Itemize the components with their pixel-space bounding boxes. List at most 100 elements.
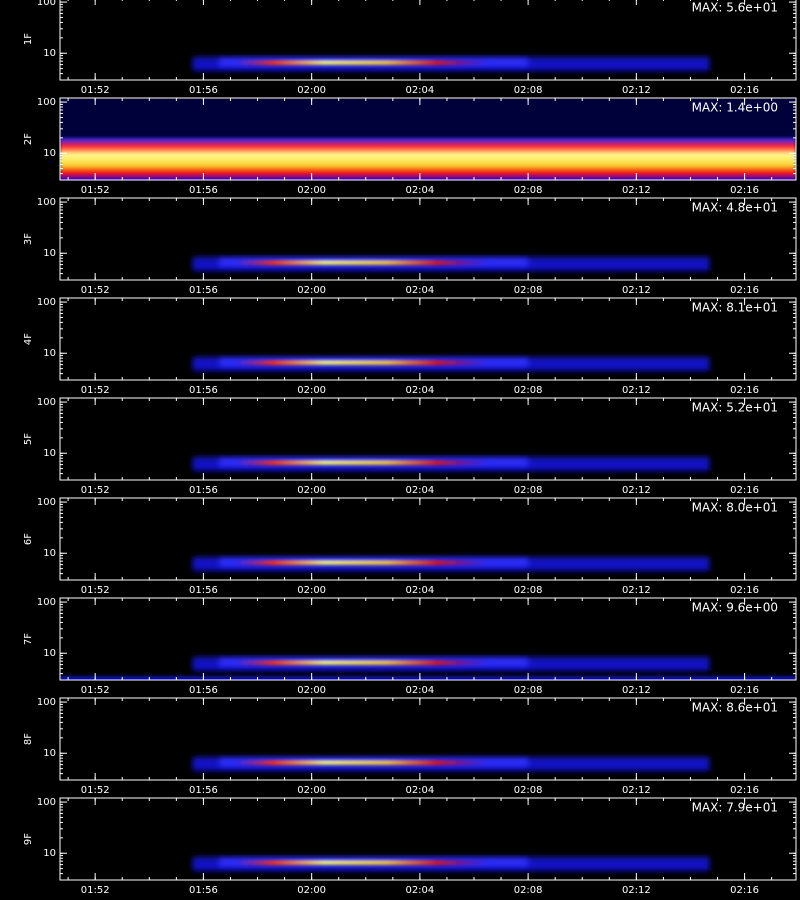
spectrogram-image	[192, 856, 710, 871]
x-tick-label: 02:08	[514, 285, 543, 296]
panel: 01:52 01:56 02:00 02:04 02:08 02:12 02:16 10 100…	[23, 297, 797, 396]
x-tick-label: 02:04	[405, 185, 434, 196]
frame	[59, 797, 797, 881]
x-tick-label: 02:00	[297, 685, 326, 696]
x-tick-label: 01:56	[189, 685, 218, 696]
core	[235, 560, 488, 565]
x-tick-label: 01:56	[189, 85, 218, 96]
spectrogram-image	[192, 356, 710, 371]
x-tick-label: 02:12	[622, 885, 651, 896]
x-tick-label: 02:08	[514, 685, 543, 696]
y-tick-label: 100	[37, 197, 56, 208]
y-tick-label: 10	[43, 848, 56, 859]
x-tick-label: 02:08	[514, 585, 543, 596]
x-tick-label: 02:04	[405, 385, 434, 396]
x-tick-label: 02:00	[297, 385, 326, 396]
x-tick-label: 02:00	[297, 785, 326, 796]
x-tick-label: 02:16	[730, 485, 759, 496]
y-tick-label: 100	[37, 0, 56, 8]
x-tick-label: 01:52	[81, 585, 110, 596]
x-tick-label: 02:04	[405, 585, 434, 596]
x-tick-label: 01:52	[81, 185, 110, 196]
x-tick-label: 02:00	[297, 885, 326, 896]
x-tick-label: 01:56	[189, 785, 218, 796]
max-annotation: MAX: 1.4e+00	[692, 101, 778, 115]
max-annotation: MAX: 4.8e+01	[692, 201, 778, 215]
x-tick-label: 01:56	[189, 385, 218, 396]
y-tick-label: 100	[37, 297, 56, 308]
x-tick-label: 02:16	[730, 785, 759, 796]
x-tick-label: 02:16	[730, 85, 759, 96]
y-axis-label: 7F	[23, 633, 34, 645]
y-tick-label: 10	[43, 548, 56, 559]
core	[235, 760, 488, 765]
core	[235, 60, 488, 65]
y-tick-label: 100	[37, 697, 56, 708]
y-tick-label: 100	[37, 597, 56, 608]
low-band	[60, 675, 796, 680]
panel: 01:52 01:56 02:00 02:04 02:08 02:12 02:16 10 100…	[23, 497, 797, 596]
x-tick-label: 02:04	[405, 685, 434, 696]
frame	[59, 297, 797, 381]
x-tick-label: 02:12	[622, 285, 651, 296]
x-tick-label: 01:56	[189, 485, 218, 496]
y-tick-label: 10	[43, 748, 56, 759]
x-tick-label: 02:12	[622, 385, 651, 396]
panel: 01:52 01:56 02:00 02:04 02:08 02:12 02:16 10 100…	[23, 597, 797, 696]
panel: 01:52 01:56 02:00 02:04 02:08 02:12 02:16 10 100…	[23, 697, 797, 796]
panel: 01:52 01:56 02:00 02:04 02:08 02:12 02:16 10 100…	[23, 0, 797, 96]
frame	[59, 197, 797, 281]
y-axis-label: 2F	[23, 133, 34, 145]
panel: 01:52 01:56 02:00 02:04 02:08 02:12 02:16 10 100…	[23, 97, 797, 196]
core	[235, 660, 488, 665]
x-tick-label: 02:12	[622, 585, 651, 596]
x-tick-label: 02:08	[514, 385, 543, 396]
x-tick-label: 01:56	[189, 285, 218, 296]
max-annotation: MAX: 5.2e+01	[692, 401, 778, 415]
max-annotation: MAX: 8.6e+01	[692, 701, 778, 715]
x-tick-label: 02:16	[730, 185, 759, 196]
x-tick-label: 01:56	[189, 585, 218, 596]
x-tick-label: 01:52	[81, 885, 110, 896]
x-tick-label: 02:00	[297, 85, 326, 96]
spectrogram-image	[192, 556, 710, 571]
x-tick-label: 02:08	[514, 885, 543, 896]
x-tick-label: 02:04	[405, 485, 434, 496]
panel: 01:52 01:56 02:00 02:04 02:08 02:12 02:16 10 100…	[23, 797, 797, 896]
y-tick-label: 10	[43, 348, 56, 359]
panel: 01:52 01:56 02:00 02:04 02:08 02:12 02:16 10 100…	[23, 397, 797, 496]
x-tick-label: 02:16	[730, 685, 759, 696]
x-tick-label: 02:00	[297, 485, 326, 496]
x-tick-label: 02:12	[622, 85, 651, 96]
max-annotation: MAX: 7.9e+01	[692, 801, 778, 815]
x-tick-label: 02:08	[514, 485, 543, 496]
y-tick-label: 100	[37, 797, 56, 808]
x-tick-label: 02:12	[622, 485, 651, 496]
x-tick-label: 02:04	[405, 885, 434, 896]
x-tick-label: 02:12	[622, 185, 651, 196]
y-axis-label: 5F	[23, 433, 34, 445]
x-tick-label: 02:00	[297, 585, 326, 596]
core	[235, 260, 488, 265]
x-tick-label: 02:04	[405, 85, 434, 96]
y-tick-label: 10	[43, 48, 56, 59]
frame	[59, 497, 797, 581]
band	[60, 137, 796, 180]
x-tick-label: 02:12	[622, 685, 651, 696]
max-annotation: MAX: 9.6e+00	[692, 601, 778, 615]
max-annotation: MAX: 8.1e+01	[692, 301, 778, 315]
y-axis-label: 3F	[23, 233, 34, 245]
core	[235, 860, 488, 865]
x-tick-label: 01:52	[81, 685, 110, 696]
x-tick-label: 01:52	[81, 285, 110, 296]
y-tick-label: 10	[43, 148, 56, 159]
x-tick-label: 02:04	[405, 285, 434, 296]
spectrogram-image	[192, 256, 710, 271]
spectrogram-image	[192, 56, 710, 71]
x-tick-label: 02:16	[730, 585, 759, 596]
core	[235, 460, 488, 465]
y-tick-label: 10	[43, 448, 56, 459]
y-tick-label: 10	[43, 648, 56, 659]
x-tick-label: 02:00	[297, 185, 326, 196]
